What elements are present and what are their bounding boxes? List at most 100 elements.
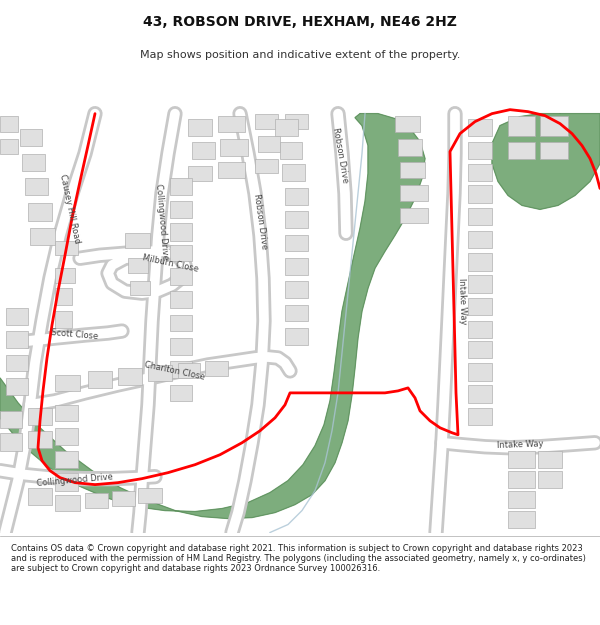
Polygon shape <box>170 245 192 261</box>
Polygon shape <box>170 291 192 308</box>
Polygon shape <box>85 492 108 508</box>
Polygon shape <box>88 371 112 388</box>
Polygon shape <box>468 321 492 338</box>
Polygon shape <box>400 208 428 223</box>
Polygon shape <box>22 154 45 171</box>
Polygon shape <box>285 114 308 129</box>
Polygon shape <box>508 142 535 159</box>
Polygon shape <box>220 139 248 156</box>
Polygon shape <box>170 361 192 378</box>
Polygon shape <box>118 368 142 385</box>
Polygon shape <box>6 331 28 348</box>
Polygon shape <box>6 355 28 371</box>
Text: Contains OS data © Crown copyright and database right 2021. This information is : Contains OS data © Crown copyright and d… <box>11 544 586 573</box>
Polygon shape <box>468 363 492 381</box>
Polygon shape <box>205 361 228 376</box>
Polygon shape <box>55 494 80 511</box>
Polygon shape <box>170 179 192 196</box>
Polygon shape <box>170 315 192 331</box>
Polygon shape <box>55 451 78 468</box>
Polygon shape <box>258 136 280 151</box>
Polygon shape <box>170 201 192 218</box>
Polygon shape <box>55 288 72 305</box>
Polygon shape <box>540 142 568 159</box>
Polygon shape <box>285 235 308 251</box>
Text: Causey Hill Road: Causey Hill Road <box>58 173 82 244</box>
Polygon shape <box>6 308 28 325</box>
Polygon shape <box>285 211 308 228</box>
Polygon shape <box>170 223 192 241</box>
Polygon shape <box>20 129 42 146</box>
Polygon shape <box>468 341 492 358</box>
Text: 43, ROBSON DRIVE, HEXHAM, NE46 2HZ: 43, ROBSON DRIVE, HEXHAM, NE46 2HZ <box>143 15 457 29</box>
Polygon shape <box>280 142 302 159</box>
Polygon shape <box>508 471 535 488</box>
Text: Robson Drive: Robson Drive <box>251 193 268 250</box>
Polygon shape <box>0 116 18 132</box>
Polygon shape <box>508 451 535 468</box>
Polygon shape <box>28 408 52 425</box>
Polygon shape <box>170 268 192 285</box>
Polygon shape <box>468 298 492 315</box>
Polygon shape <box>55 311 72 328</box>
Polygon shape <box>28 203 52 221</box>
Polygon shape <box>275 119 298 136</box>
Text: Charlton Close: Charlton Close <box>144 360 206 382</box>
Text: Intake Way: Intake Way <box>497 439 544 450</box>
Text: Scott Close: Scott Close <box>51 329 99 342</box>
Polygon shape <box>170 338 192 355</box>
Polygon shape <box>55 472 78 491</box>
Polygon shape <box>218 116 245 132</box>
Polygon shape <box>130 281 150 295</box>
Polygon shape <box>55 428 78 445</box>
Polygon shape <box>55 375 80 391</box>
Polygon shape <box>285 189 308 206</box>
Polygon shape <box>285 258 308 275</box>
Polygon shape <box>192 142 215 159</box>
Polygon shape <box>148 365 172 381</box>
Polygon shape <box>468 231 492 248</box>
Polygon shape <box>468 208 492 226</box>
Polygon shape <box>400 186 428 201</box>
Text: Milburn Close: Milburn Close <box>141 253 199 274</box>
Polygon shape <box>6 378 28 395</box>
Polygon shape <box>55 241 78 255</box>
Polygon shape <box>468 186 492 203</box>
Polygon shape <box>468 142 492 159</box>
Polygon shape <box>400 161 425 179</box>
Polygon shape <box>0 114 425 519</box>
Polygon shape <box>25 179 48 196</box>
Polygon shape <box>398 139 422 156</box>
Polygon shape <box>0 139 18 154</box>
Polygon shape <box>0 411 22 428</box>
Text: Collingwood Drive: Collingwood Drive <box>154 182 170 260</box>
Polygon shape <box>538 471 562 488</box>
Polygon shape <box>282 164 305 181</box>
Polygon shape <box>492 114 600 209</box>
Text: Map shows position and indicative extent of the property.: Map shows position and indicative extent… <box>140 50 460 60</box>
Polygon shape <box>468 253 492 271</box>
Polygon shape <box>508 511 535 528</box>
Polygon shape <box>0 432 22 451</box>
Text: Intake Way: Intake Way <box>457 278 467 324</box>
Polygon shape <box>468 164 492 181</box>
Polygon shape <box>125 233 150 248</box>
Polygon shape <box>28 488 52 504</box>
Polygon shape <box>55 405 78 421</box>
Polygon shape <box>468 385 492 403</box>
Polygon shape <box>188 119 212 136</box>
Polygon shape <box>188 166 212 181</box>
Polygon shape <box>170 385 192 401</box>
Polygon shape <box>285 328 308 345</box>
Polygon shape <box>468 119 492 136</box>
Polygon shape <box>138 488 162 502</box>
Polygon shape <box>55 268 75 283</box>
Polygon shape <box>508 491 535 508</box>
Polygon shape <box>255 114 278 129</box>
Text: Robson Drive: Robson Drive <box>331 127 349 184</box>
Polygon shape <box>112 491 135 506</box>
Polygon shape <box>30 228 55 245</box>
Polygon shape <box>178 363 200 378</box>
Polygon shape <box>285 305 308 321</box>
Polygon shape <box>468 408 492 425</box>
